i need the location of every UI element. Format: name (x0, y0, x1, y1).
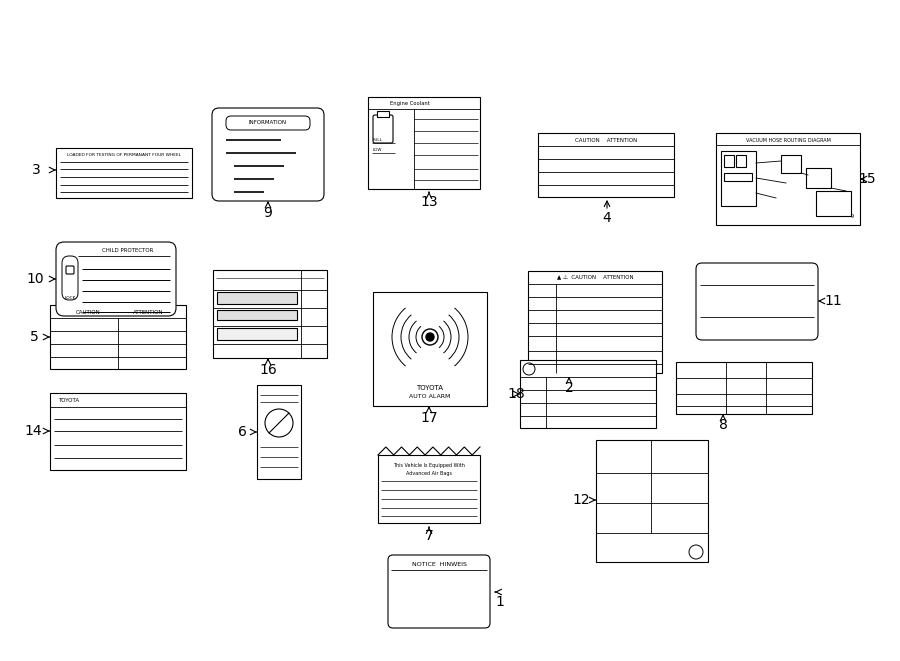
Text: LOW: LOW (373, 148, 382, 152)
Bar (716, 133, 860, 225)
FancyBboxPatch shape (56, 242, 176, 316)
Bar (721, 151, 756, 206)
Bar (50, 305, 186, 369)
Text: 2: 2 (564, 381, 573, 395)
Text: LOCK: LOCK (64, 296, 76, 300)
Text: INFORMATION: INFORMATION (249, 120, 287, 126)
Text: FULL: FULL (373, 138, 382, 142)
FancyBboxPatch shape (373, 115, 393, 143)
Text: 8: 8 (718, 418, 727, 432)
FancyBboxPatch shape (388, 555, 490, 628)
Text: 9: 9 (264, 206, 273, 220)
Text: 13: 13 (420, 195, 437, 209)
Text: 7: 7 (425, 529, 434, 543)
Text: LOADED FOR TESTING OF PERMANANT FOUR WHEEL: LOADED FOR TESTING OF PERMANANT FOUR WHE… (67, 153, 181, 157)
Text: Advanced Air Bags: Advanced Air Bags (406, 471, 452, 477)
Text: ▲ ⚠  CAUTION    ATTENTION: ▲ ⚠ CAUTION ATTENTION (557, 276, 634, 280)
Text: CAUTION    ATTENTION: CAUTION ATTENTION (575, 137, 637, 143)
Bar (373, 292, 487, 406)
Text: 17: 17 (420, 411, 437, 425)
Text: 12: 12 (572, 493, 590, 507)
FancyBboxPatch shape (62, 256, 78, 300)
Bar (377, 111, 389, 117)
Bar (520, 360, 656, 428)
Bar (257, 385, 301, 479)
Bar (816, 191, 851, 216)
Bar (596, 440, 708, 562)
Bar (528, 271, 662, 373)
Bar (724, 155, 734, 167)
Bar (781, 155, 801, 173)
Text: 5: 5 (30, 330, 39, 344)
Circle shape (426, 333, 434, 341)
Text: ATTENTION: ATTENTION (132, 309, 163, 315)
FancyBboxPatch shape (66, 266, 74, 274)
Text: 14: 14 (24, 424, 41, 438)
Bar (378, 455, 480, 523)
Bar (56, 148, 192, 198)
Text: VACUUM HOSE ROUTING DIAGRAM: VACUUM HOSE ROUTING DIAGRAM (745, 137, 831, 143)
Text: TOYOTA: TOYOTA (417, 385, 444, 391)
Text: 6: 6 (238, 425, 247, 439)
FancyBboxPatch shape (696, 263, 818, 340)
Text: 10: 10 (26, 272, 44, 286)
Text: AUTO ALARM: AUTO ALARM (410, 395, 451, 399)
Text: 15: 15 (859, 172, 876, 186)
Text: This Vehicle Is Equipped With: This Vehicle Is Equipped With (393, 463, 465, 467)
FancyBboxPatch shape (212, 108, 324, 201)
Text: 9: 9 (850, 215, 853, 219)
Bar (676, 362, 812, 414)
Bar (217, 310, 297, 320)
Bar (217, 292, 297, 304)
Text: CAUTION: CAUTION (76, 309, 101, 315)
Bar (50, 393, 186, 470)
FancyBboxPatch shape (226, 116, 310, 130)
Text: 3: 3 (32, 163, 40, 177)
Text: CHILD PROTECTOR: CHILD PROTECTOR (103, 249, 154, 254)
Bar (538, 133, 674, 197)
Text: 16: 16 (259, 363, 277, 377)
Text: 4: 4 (603, 211, 611, 225)
Text: Engine Coolant: Engine Coolant (390, 102, 430, 106)
Text: 1: 1 (496, 595, 504, 609)
Text: 18: 18 (507, 387, 525, 401)
Bar (213, 270, 327, 358)
Bar (806, 168, 831, 188)
Bar (368, 97, 480, 189)
Text: TOYOTA: TOYOTA (58, 399, 79, 403)
Text: 11: 11 (824, 294, 842, 308)
Bar (724, 173, 752, 181)
Bar (736, 155, 746, 167)
Text: NOTICE  HINWEIS: NOTICE HINWEIS (411, 561, 466, 566)
Bar (217, 328, 297, 340)
